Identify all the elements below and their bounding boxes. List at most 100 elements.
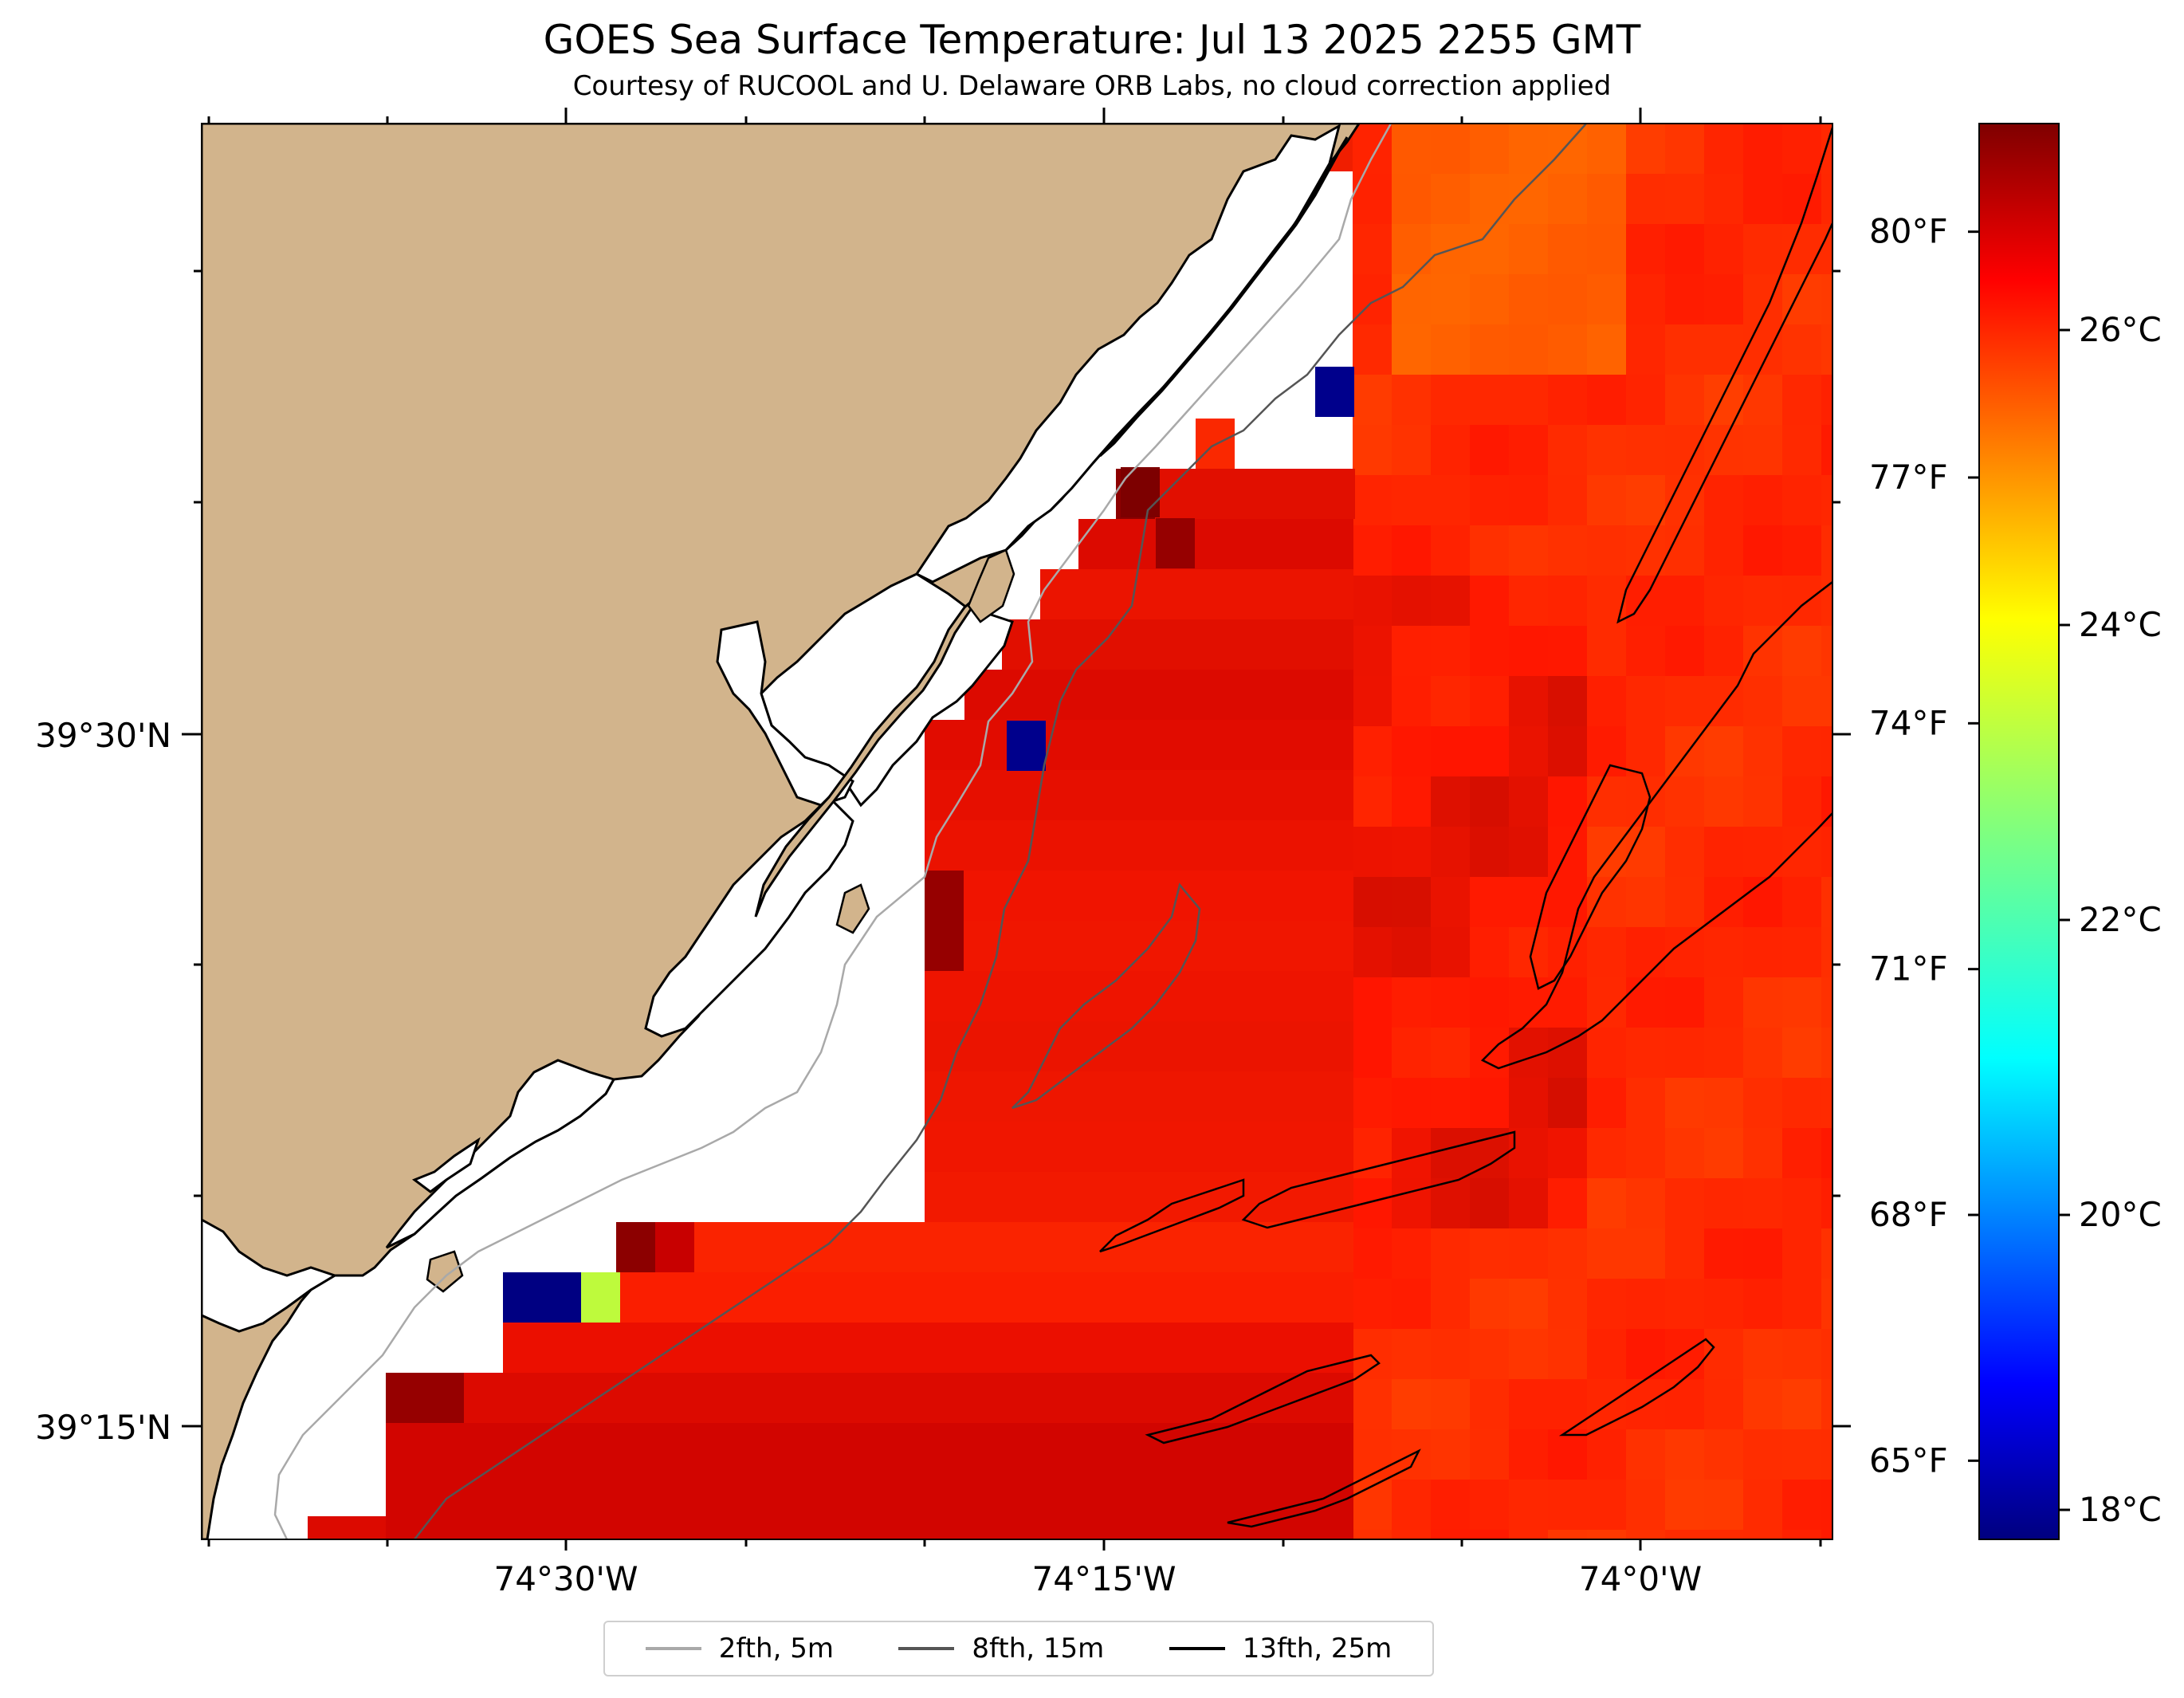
sst-cell <box>1509 1530 1549 1539</box>
sst-cell <box>1743 425 1783 476</box>
sst-cell <box>1431 1530 1471 1539</box>
sst-cell <box>1470 525 1510 576</box>
sst-cell <box>1392 977 1432 1028</box>
sst-cell <box>1509 425 1549 476</box>
sst-cell <box>503 1272 1353 1323</box>
sst-cell <box>1470 726 1510 777</box>
sst-cell <box>1470 1379 1510 1430</box>
lagoon-south <box>644 795 854 1038</box>
sst-cell <box>1509 927 1549 978</box>
sst-cell <box>1626 475 1666 526</box>
sst-cell <box>1431 827 1471 878</box>
sst-cell <box>1743 1530 1783 1539</box>
sst-cell <box>1743 1228 1783 1279</box>
sst-cell <box>1470 174 1510 225</box>
sst-cell <box>1743 676 1783 727</box>
sst-cell <box>1353 576 1392 627</box>
sst-cell <box>1470 1329 1510 1380</box>
sst-cell <box>1548 1228 1588 1279</box>
sst-cell <box>1665 1279 1705 1330</box>
colorbar-label-f: 77°F <box>1869 458 1948 497</box>
isobath-25m <box>1480 581 1832 1070</box>
sst-cell <box>616 1222 655 1272</box>
sst-cell <box>1743 1178 1783 1229</box>
sst-cell <box>1626 827 1666 878</box>
sst-cell <box>1431 1128 1471 1179</box>
sst-cell <box>1743 174 1783 225</box>
sst-cell <box>1548 425 1588 476</box>
sst-cell <box>1353 1279 1392 1330</box>
sst-grid <box>308 124 1832 1539</box>
sst-cell <box>1704 1429 1744 1480</box>
sst-cell <box>1821 1329 1832 1380</box>
sst-cell <box>1743 1279 1783 1330</box>
sst-cell <box>1821 224 1832 275</box>
legend-item-25m: 13fth, 25m <box>1169 1633 1392 1665</box>
sst-cell <box>1626 576 1666 627</box>
sst-cell <box>1353 877 1392 928</box>
sst-cell <box>1743 776 1783 827</box>
sst-cell <box>1392 1178 1432 1229</box>
sst-cell <box>1470 224 1510 275</box>
sst-cell <box>1431 525 1471 576</box>
sst-cell <box>1353 475 1392 526</box>
sst-cell <box>1353 1228 1392 1279</box>
sst-cell <box>1665 174 1705 225</box>
sst-cell <box>1665 124 1705 175</box>
sst-cell <box>1548 1429 1588 1480</box>
sst-cell <box>1626 1429 1666 1480</box>
sst-cell <box>925 971 1353 1021</box>
sst-cell <box>1821 1379 1832 1430</box>
sst-cell <box>1470 475 1510 526</box>
isobath-15m <box>414 124 1587 1539</box>
sst-cell <box>1704 626 1744 677</box>
sst-cell <box>1431 626 1471 677</box>
sst-cell <box>1509 726 1549 777</box>
sst-cell <box>1743 877 1783 928</box>
sst-cell <box>308 1516 386 1539</box>
sst-cell <box>1587 1078 1627 1129</box>
sst-cell <box>1704 1279 1744 1330</box>
sst-cell <box>1548 1480 1588 1531</box>
sst-cell <box>1782 224 1822 275</box>
sst-cell <box>1743 1480 1783 1531</box>
sst-cell <box>1392 274 1432 325</box>
sst-cell <box>1548 1329 1588 1380</box>
legend-line-5m <box>645 1647 701 1650</box>
sst-cell <box>1392 1480 1432 1531</box>
sst-cell <box>1743 1128 1783 1179</box>
sst-cell <box>1821 1078 1832 1129</box>
sst-cell <box>1470 1178 1510 1229</box>
sst-cell <box>1743 324 1783 375</box>
sst-cell <box>1431 274 1471 325</box>
sst-cell <box>1353 676 1392 727</box>
sst-cell <box>1548 776 1588 827</box>
isobath-25m-ridge-4 <box>1145 1354 1381 1444</box>
sst-cell <box>1782 1329 1822 1380</box>
sst-cell <box>1470 576 1510 627</box>
sst-cell <box>1782 1078 1822 1129</box>
sst-cell <box>1704 274 1744 325</box>
sst-cell <box>1548 525 1588 576</box>
sst-cell <box>1782 1128 1822 1179</box>
barrier-island-south <box>754 549 1008 918</box>
sst-cell <box>1353 776 1392 827</box>
sst-cell <box>1626 1228 1666 1279</box>
sst-cell <box>1509 1480 1549 1531</box>
sst-cell <box>1626 1128 1666 1179</box>
sst-cell <box>1782 626 1822 677</box>
sst-cell <box>1353 425 1392 476</box>
sst-cell <box>1782 877 1822 928</box>
sst-cell <box>1587 425 1627 476</box>
sst-cell <box>1626 1028 1666 1079</box>
sst-cell <box>1548 1128 1588 1179</box>
sst-cell <box>1626 1279 1666 1330</box>
map-frame <box>201 123 1833 1540</box>
colorbar <box>1978 123 2060 1540</box>
colorbar-label-c: 24°C <box>2079 605 2162 644</box>
sst-cell <box>1587 174 1627 225</box>
sst-cell <box>1392 626 1432 677</box>
sst-cell <box>1353 726 1392 777</box>
sst-cell <box>1665 626 1705 677</box>
legend-line-25m <box>1169 1647 1225 1650</box>
